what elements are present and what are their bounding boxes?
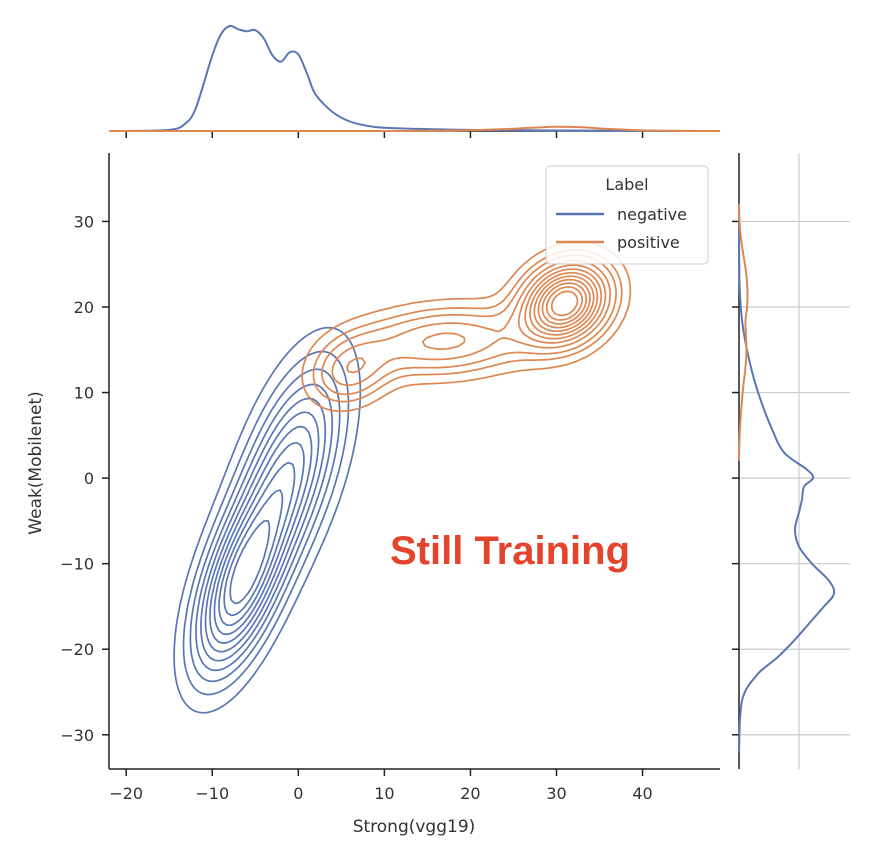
contour-negative bbox=[182, 350, 350, 696]
y-tick-label: 30 bbox=[74, 212, 94, 231]
y-tick-label: −30 bbox=[60, 726, 94, 745]
y-tick-label: 20 bbox=[74, 298, 94, 317]
x-tick-label: −20 bbox=[109, 784, 143, 803]
contour-positive bbox=[321, 254, 617, 396]
contour-negative bbox=[213, 441, 305, 636]
contour-positive bbox=[524, 268, 603, 340]
legend-label-positive: positive bbox=[617, 233, 680, 252]
contour-positive bbox=[312, 249, 623, 403]
right-marginal-plot bbox=[732, 153, 850, 769]
right-marginal-curve-positive bbox=[738, 204, 749, 462]
top-marginal-plot bbox=[108, 24, 721, 138]
x-axis-title: Strong(vgg19) bbox=[353, 817, 476, 837]
contour-negative bbox=[195, 383, 334, 672]
legend-title: Label bbox=[605, 175, 648, 194]
y-axis-title: Weak(Mobilenet) bbox=[26, 391, 46, 534]
contour-positive bbox=[346, 264, 607, 374]
contour-negative bbox=[229, 519, 271, 605]
y-tick-label: −10 bbox=[60, 555, 94, 574]
contour-negative bbox=[204, 411, 320, 653]
contour-positive bbox=[537, 278, 591, 329]
x-tick-label: 20 bbox=[460, 784, 480, 803]
contour-negative bbox=[200, 397, 327, 662]
contour-negative bbox=[209, 425, 313, 644]
main-plot-area: −20 −10 0 10 20 30 40 −30 −20 −10 0 10 20 30 bbox=[60, 153, 720, 803]
contour-positive bbox=[545, 286, 584, 321]
contour-negative bbox=[223, 489, 284, 617]
x-tick-label: 30 bbox=[546, 784, 566, 803]
contour-negative bbox=[173, 326, 362, 714]
y-tick-label: −20 bbox=[60, 640, 94, 659]
contour-positive bbox=[550, 290, 579, 317]
contour-layer bbox=[173, 240, 632, 714]
x-axis-ticks: −20 −10 0 10 20 30 40 bbox=[109, 769, 653, 803]
legend-label-negative: negative bbox=[617, 205, 687, 224]
contour-negative bbox=[189, 368, 341, 683]
x-tick-label: −10 bbox=[195, 784, 229, 803]
y-tick-label: 0 bbox=[84, 469, 94, 488]
legend-box bbox=[545, 165, 709, 265]
contour-positive bbox=[541, 282, 588, 325]
x-tick-label: 0 bbox=[293, 784, 303, 803]
top-marginal-curve-negative bbox=[108, 24, 721, 132]
contour-positive bbox=[529, 271, 599, 336]
y-tick-label: 10 bbox=[74, 384, 94, 403]
contour-positive bbox=[533, 275, 595, 333]
legend: Label negative positive bbox=[545, 165, 709, 265]
top-marginal-curve-positive bbox=[108, 125, 721, 133]
y-axis-ticks: −30 −20 −10 0 10 20 30 bbox=[60, 212, 109, 745]
contour-negative bbox=[218, 461, 296, 627]
contour-positive bbox=[301, 240, 632, 413]
still-training-annotation: Still Training bbox=[390, 529, 630, 573]
x-tick-label: 40 bbox=[632, 784, 652, 803]
right-marginal-curve-negative bbox=[738, 221, 836, 752]
right-marginal-grid bbox=[739, 153, 850, 769]
contour-positive bbox=[331, 259, 611, 387]
x-tick-label: 10 bbox=[374, 784, 394, 803]
